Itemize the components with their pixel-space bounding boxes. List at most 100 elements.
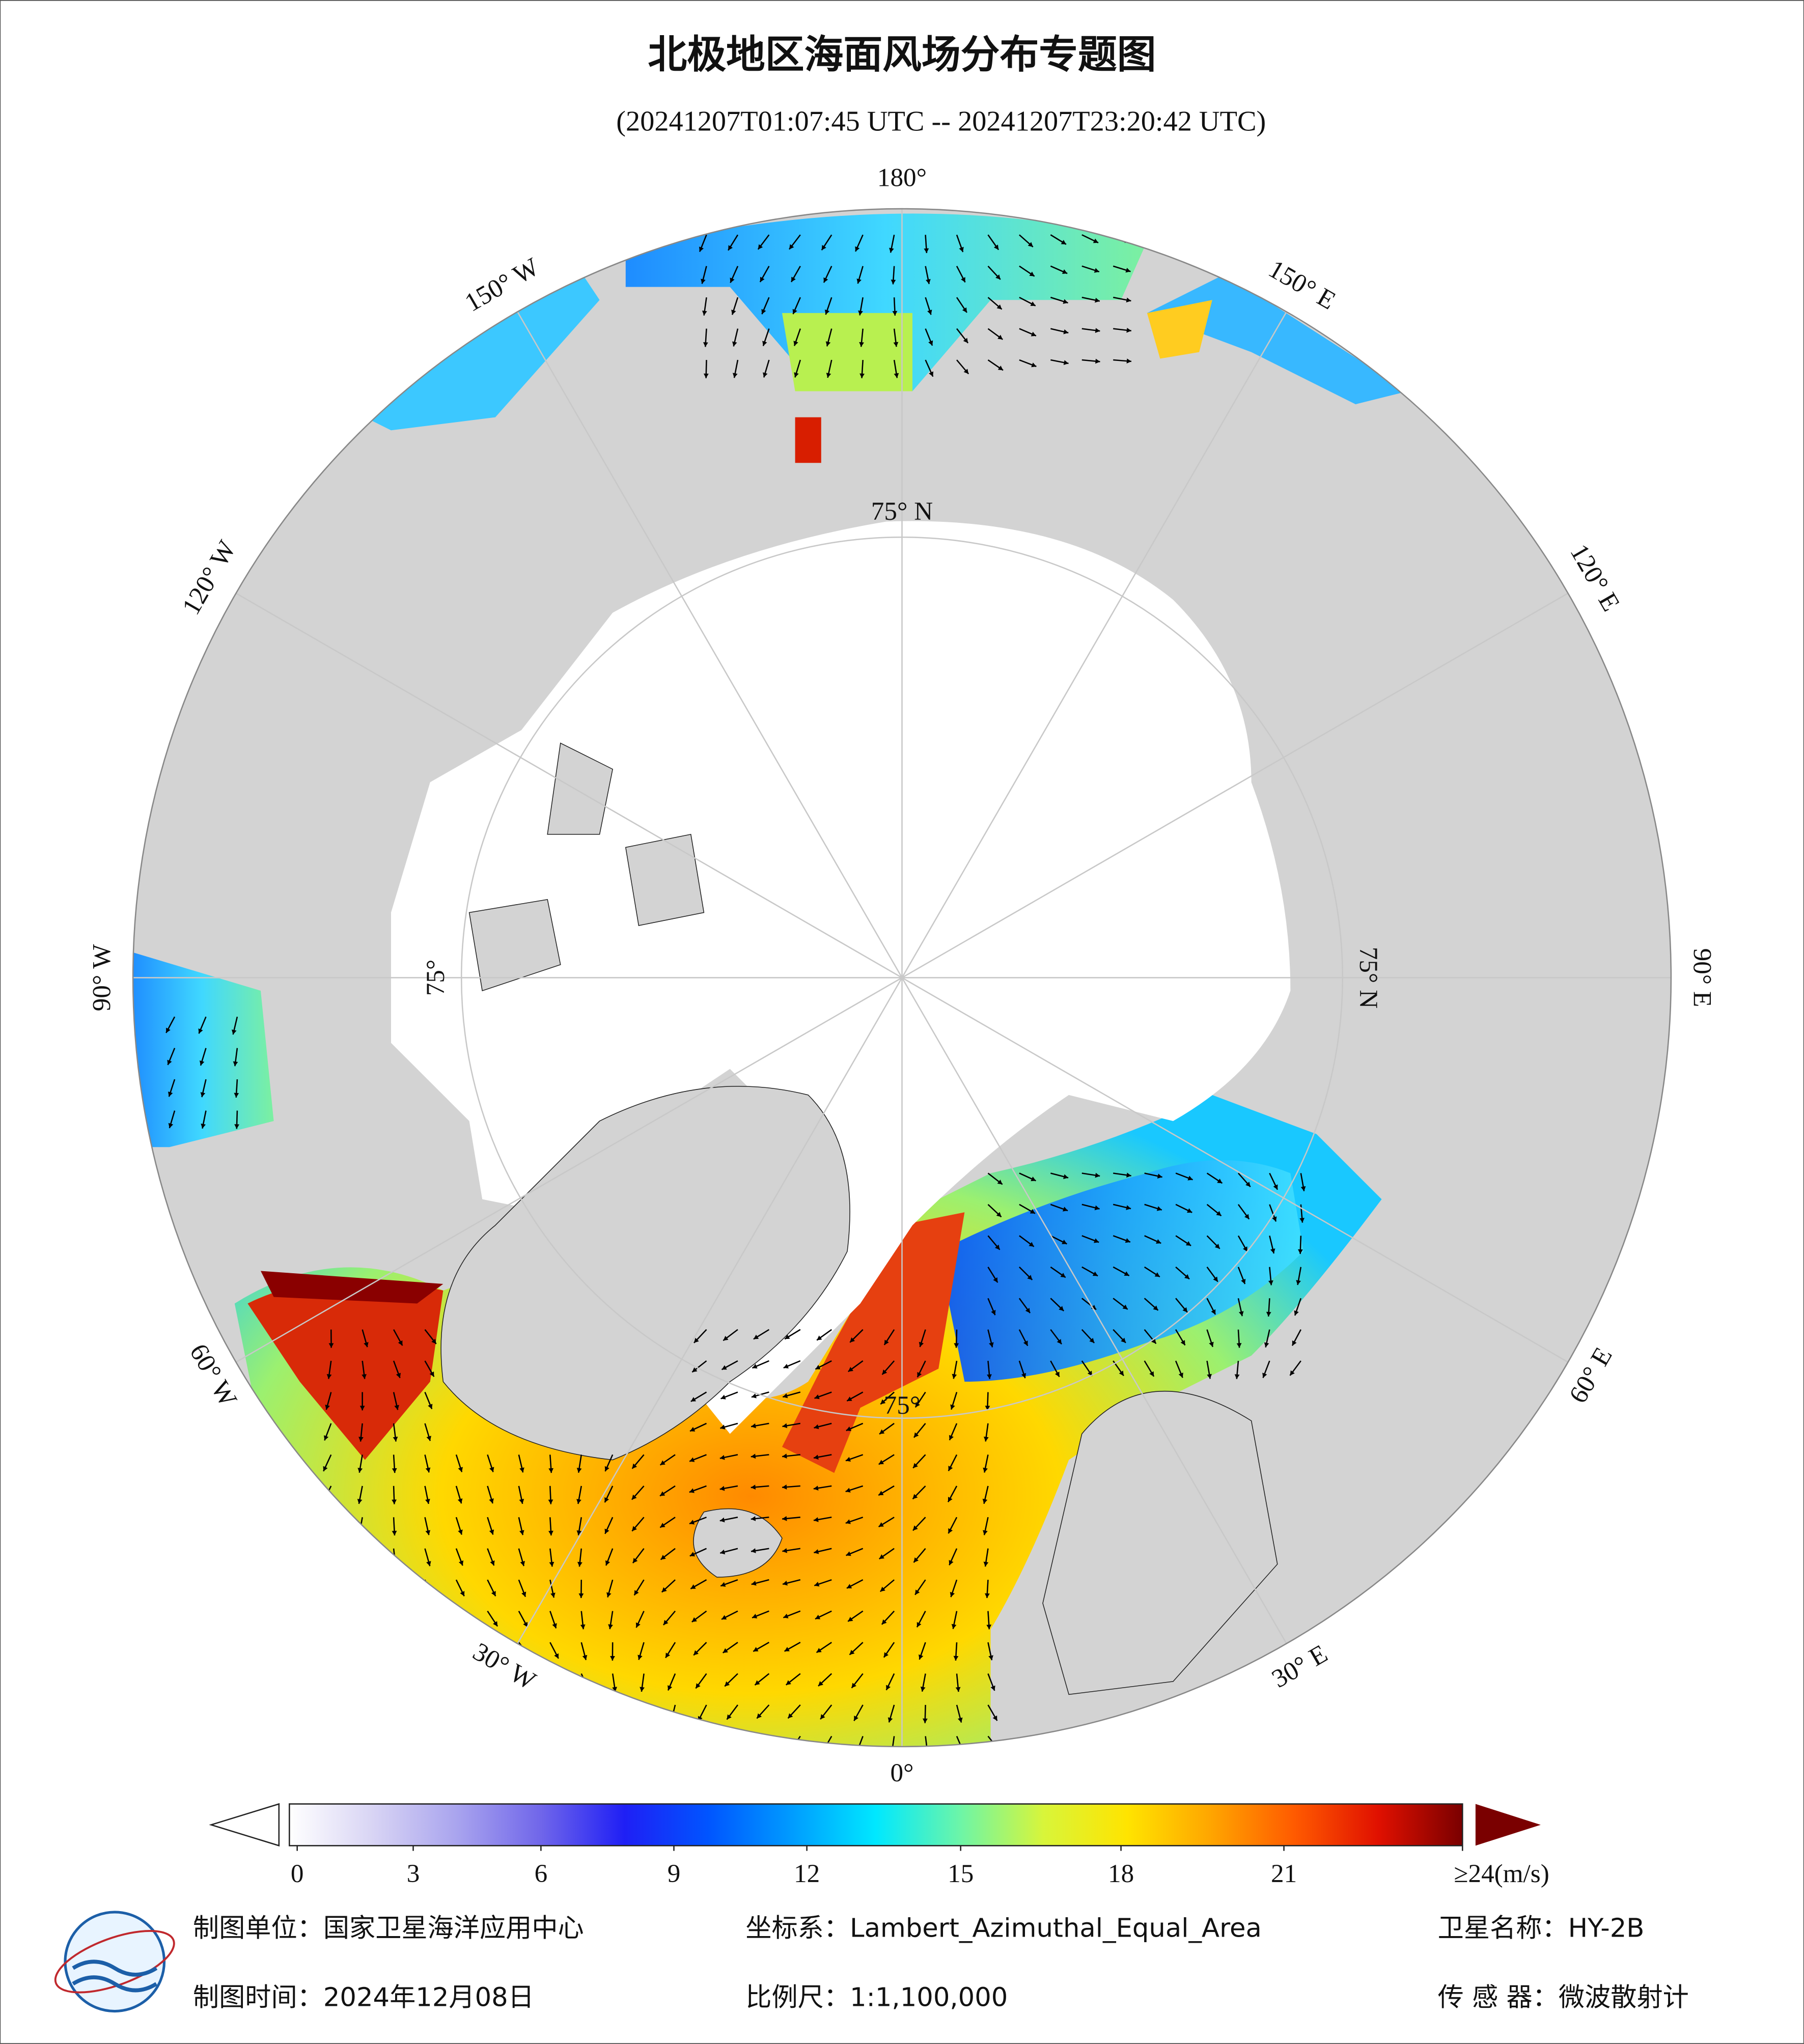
colorbar-tick-label: 3 [407, 1859, 420, 1888]
wind-arrow-head [814, 1549, 819, 1554]
wind-arrow-head [1061, 240, 1066, 245]
wind-arrow-head [693, 1650, 699, 1656]
wind-arrow-head [731, 310, 736, 315]
wind-arrow-head [429, 1371, 434, 1377]
wind-arrow-head [719, 1486, 725, 1491]
wind-arrow-head [927, 310, 932, 315]
wind-arrow-head [493, 1621, 498, 1627]
wind-arrow-head [1126, 327, 1131, 333]
wind-arrow-head [489, 1498, 494, 1504]
wind-arrow [925, 1736, 929, 1747]
wind-arrow-head [660, 1523, 665, 1528]
wind-arrow-head [720, 1424, 726, 1430]
wind-arrow-head [1124, 1271, 1129, 1276]
wind-arrow-head [1093, 238, 1099, 243]
wind-arrow-head [950, 1404, 955, 1410]
wind-arrow-head [851, 1683, 856, 1688]
wind-arrow-head [751, 1548, 756, 1553]
wind-arrow-head [357, 1499, 363, 1504]
wind-arrow-head [814, 1424, 819, 1430]
wind-arrow-head [948, 1466, 953, 1471]
wind-arrow-head [690, 1426, 696, 1432]
colorbar-tick-label: 6 [535, 1859, 548, 1888]
subtitle: (20241207T01:07:45 UTC -- 20241207T23:20… [616, 105, 1266, 137]
wind-arrow-head [948, 1528, 953, 1534]
wind-arrow-head [814, 1582, 820, 1587]
wind-arrow-head [1031, 331, 1036, 337]
wind-arrow-head [1122, 1304, 1128, 1309]
wind-arrow-head [983, 1561, 989, 1567]
wind-arrow-head [882, 1369, 887, 1375]
wind-arrow-head [690, 1397, 696, 1402]
wind-arrow-head [814, 1394, 820, 1399]
wind-arrow-head [751, 1581, 757, 1586]
wind-arrow-head [845, 1519, 851, 1524]
wind-arrow-head [878, 1522, 884, 1527]
wind-arrow-head [689, 1488, 695, 1493]
wind-arrow-head [1087, 1370, 1092, 1376]
wind-arrow-head [392, 1468, 397, 1473]
wind-arrow-head [823, 277, 828, 283]
wind-arrow-head [1125, 1238, 1130, 1243]
parallel-label: 75° N [1354, 947, 1383, 1009]
wind-arrow-head [793, 341, 798, 346]
wind-arrow-head [1264, 1342, 1269, 1348]
wind-arrow-head [990, 1685, 995, 1691]
wind-arrow-head [699, 246, 704, 252]
wind-arrow-head [1244, 1214, 1250, 1219]
wind-arrow-head [1207, 1374, 1212, 1379]
wind-arrow-head [1063, 299, 1068, 304]
wind-arrow-head [1025, 1307, 1031, 1313]
wind-arrow-head [928, 340, 933, 346]
wind-arrow-head [168, 1091, 173, 1097]
logo-orbit [54, 1929, 175, 1994]
wind-arrow-head [732, 341, 737, 347]
wind-arrow-head [892, 311, 898, 316]
wind-arrow-head [883, 1652, 889, 1658]
wind-arrow-head [789, 244, 794, 249]
footer-crs: 坐标系：Lambert_Azimuthal_Equal_Area [745, 1913, 1262, 1944]
wind-arrow-head [815, 1365, 821, 1369]
wind-arrow-head [425, 1499, 430, 1504]
map-border [132, 208, 1672, 1748]
wind-arrow-head [846, 1551, 851, 1556]
wind-arrow-head [1062, 1240, 1067, 1244]
wind-arrow-head [1294, 1310, 1299, 1316]
wind-arrow-head [922, 1718, 928, 1723]
wind-arrow [891, 1736, 895, 1747]
wind-arrow-head [1126, 1205, 1131, 1210]
wind-arrow-head [889, 247, 894, 253]
wind-arrow-head [924, 248, 929, 254]
wind-arrow-head [917, 1372, 922, 1378]
wind-arrow-head [1029, 1242, 1034, 1247]
wind-arrow-head [1062, 1207, 1068, 1212]
wind-arrow-head [814, 1454, 819, 1460]
wind-arrow-head [201, 1123, 206, 1129]
parallel-label: 75° N [871, 497, 933, 526]
wind-arrow-head [1063, 329, 1069, 334]
wind-arrow-head [431, 1338, 436, 1344]
wind-arrow-head [926, 279, 931, 284]
colorbar-tick-label: 9 [668, 1859, 681, 1888]
wind-arrow-head [912, 1525, 918, 1531]
wind-arrow-head [631, 1494, 637, 1500]
wind-arrows [165, 234, 1306, 1747]
wind-arrow-head [783, 1393, 788, 1398]
wind-arrow-head [761, 309, 766, 315]
wind-arrow-head [200, 1092, 206, 1098]
wind-arrow-head [996, 304, 1002, 310]
wind-arrow-head [1209, 1341, 1214, 1347]
wind-arrow-head [1187, 1208, 1192, 1213]
okhotsk-wind-field [1147, 274, 1408, 405]
wind-arrow-head [913, 1557, 919, 1563]
wind-arrow-head [720, 1582, 726, 1587]
wind-arrow-head [1273, 1184, 1278, 1190]
wind-arrow-head [1030, 301, 1036, 306]
wind-arrow-head [1059, 1306, 1064, 1311]
wind-arrow-head [357, 1468, 363, 1473]
colorbar: 0 3 6 9 12 15 18 21 ≥24(m/s) [209, 1803, 1549, 1888]
wind-arrow-head [519, 1467, 524, 1473]
wind-arrow-head [1149, 1371, 1154, 1377]
wind-arrow-head [845, 1457, 851, 1462]
wind-arrow-head [818, 1681, 823, 1686]
